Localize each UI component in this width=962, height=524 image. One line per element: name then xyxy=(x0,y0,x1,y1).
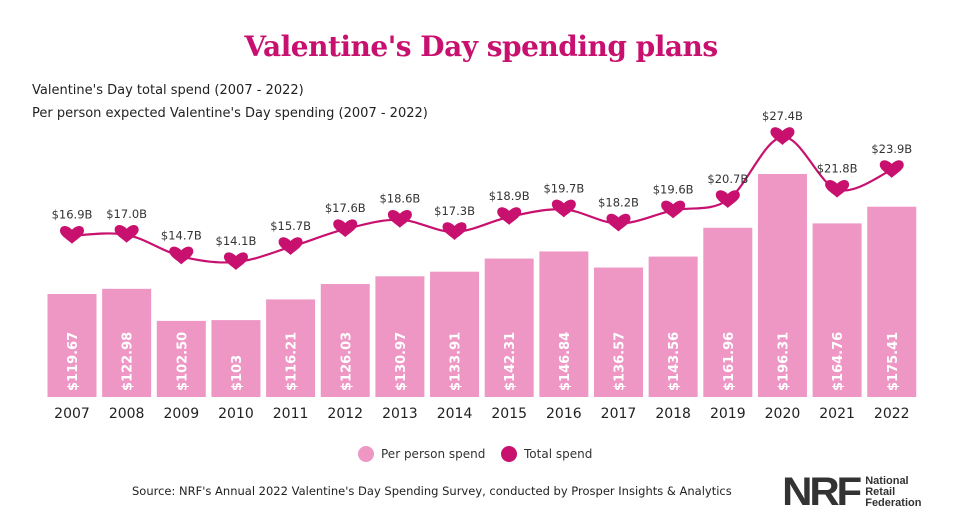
x-tick-2021: 2021 xyxy=(819,406,855,422)
x-tick-2011: 2011 xyxy=(273,406,309,422)
line-label-2008: $17.0B xyxy=(106,207,147,221)
heart-marker-2010 xyxy=(223,252,248,271)
bar-2013 xyxy=(375,276,425,397)
bar-label-2015: $142.31 xyxy=(503,332,518,391)
x-tick-2010: 2010 xyxy=(218,406,254,422)
nrf-logo: NRF National Retail Federation xyxy=(782,470,922,514)
line-label-2007: $16.9B xyxy=(52,208,93,222)
bar-2017 xyxy=(594,267,643,397)
bar-2022 xyxy=(867,206,917,397)
bar-label-2022: $175.41 xyxy=(886,332,901,391)
legend-swatch-total xyxy=(501,446,517,462)
bar-2019 xyxy=(703,227,753,397)
bar-2020 xyxy=(757,173,807,397)
line-label-2017: $18.2B xyxy=(598,195,639,209)
bar-label-2016: $146.84 xyxy=(558,332,573,391)
logo-text: National Retail Federation xyxy=(865,474,922,509)
logo-mark: NRF xyxy=(782,470,862,514)
x-tick-2020: 2020 xyxy=(765,406,801,422)
bar-2010 xyxy=(211,320,261,397)
legend-swatch-per-person xyxy=(358,446,374,462)
total-spend-line xyxy=(71,135,893,264)
x-tick-2008: 2008 xyxy=(109,406,145,422)
heart-marker-2022 xyxy=(879,160,904,178)
source-note: Source: NRF's Annual 2022 Valentine's Da… xyxy=(132,484,732,498)
bar-label-2020: $196.31 xyxy=(776,332,791,391)
line-label-2013: $18.6B xyxy=(379,192,420,206)
bar-label-2007: $119.67 xyxy=(66,332,81,391)
x-tick-2017: 2017 xyxy=(601,406,637,422)
bar-label-2008: $122.98 xyxy=(121,332,136,391)
bar-label-2010: $103 xyxy=(230,355,245,391)
line-label-2021: $21.8B xyxy=(817,162,858,176)
bar-2016 xyxy=(539,251,589,397)
heart-marker-2014 xyxy=(442,222,467,240)
heart-marker-2015 xyxy=(497,207,522,225)
x-tick-2013: 2013 xyxy=(382,406,418,422)
heart-marker-2021 xyxy=(825,179,850,198)
x-tick-2016: 2016 xyxy=(546,406,582,422)
bar-2009 xyxy=(156,320,206,397)
line-label-2018: $19.6B xyxy=(653,182,694,196)
subtitle-per-person: Per person expected Valentine's Day spen… xyxy=(32,106,428,121)
bar-2007 xyxy=(47,293,97,397)
heart-marker-2013 xyxy=(387,210,412,228)
line-label-2020: $27.4B xyxy=(762,109,803,123)
line-label-2022: $23.9B xyxy=(871,142,912,156)
legend-label-per-person: Per person spend xyxy=(381,447,485,461)
bar-label-2017: $136.57 xyxy=(613,332,628,391)
bar-2008 xyxy=(102,288,152,397)
line-label-2009: $14.7B xyxy=(161,228,202,242)
bar-label-2012: $126.03 xyxy=(339,332,354,391)
heart-marker-2011 xyxy=(278,237,303,255)
line-label-2011: $15.7B xyxy=(270,219,311,233)
bar-2014 xyxy=(430,271,480,397)
heart-marker-2019 xyxy=(715,190,740,208)
legend-label-total: Total spend xyxy=(523,447,592,461)
x-tick-2012: 2012 xyxy=(327,406,363,422)
heart-marker-2017 xyxy=(606,213,631,232)
heart-marker-2009 xyxy=(169,246,194,265)
bar-label-2011: $116.21 xyxy=(285,332,300,391)
bar-2015 xyxy=(484,258,534,397)
x-tick-2007: 2007 xyxy=(54,406,90,422)
line-label-2010: $14.1B xyxy=(216,234,257,248)
bar-2012 xyxy=(320,284,370,397)
heart-marker-2007 xyxy=(60,225,84,244)
line-label-2012: $17.6B xyxy=(325,201,366,215)
line-label-2015: $18.9B xyxy=(489,189,530,203)
heart-marker-2016 xyxy=(551,199,576,218)
heart-marker-2018 xyxy=(661,200,686,219)
bar-label-2013: $130.97 xyxy=(394,332,409,391)
bar-label-2009: $102.50 xyxy=(175,332,190,391)
line-label-2016: $19.7B xyxy=(543,181,584,195)
subtitle-total: Valentine's Day total spend (2007 - 2022… xyxy=(32,83,304,98)
line-label-2014: $17.3B xyxy=(434,204,475,218)
x-tick-2019: 2019 xyxy=(710,406,746,422)
x-tick-2015: 2015 xyxy=(491,406,527,422)
x-tick-2014: 2014 xyxy=(437,406,473,422)
chart-title: Valentine's Day spending plans xyxy=(244,30,718,63)
logo-line: Federation xyxy=(865,496,922,509)
x-tick-2022: 2022 xyxy=(874,406,910,422)
line-label-2019: $20.7B xyxy=(707,172,748,186)
bar-label-2019: $161.96 xyxy=(722,332,737,391)
heart-marker-2008 xyxy=(114,225,139,243)
bar-2011 xyxy=(266,299,316,397)
x-tick-2009: 2009 xyxy=(163,406,199,422)
bar-2018 xyxy=(648,256,698,397)
bar-label-2018: $143.56 xyxy=(667,332,682,391)
logo-line: Retail xyxy=(865,485,896,498)
bar-label-2021: $164.76 xyxy=(831,332,846,391)
heart-marker-2020 xyxy=(770,127,795,145)
x-tick-2018: 2018 xyxy=(655,406,691,422)
bar-2021 xyxy=(812,223,862,397)
logo-line: National xyxy=(865,474,909,487)
bar-label-2014: $133.91 xyxy=(449,332,464,391)
heart-marker-2012 xyxy=(333,219,358,238)
